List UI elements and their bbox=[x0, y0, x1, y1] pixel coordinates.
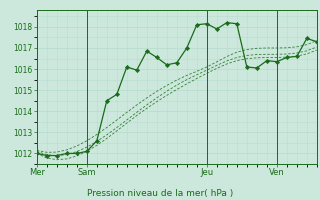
Text: Pression niveau de la mer( hPa ): Pression niveau de la mer( hPa ) bbox=[87, 189, 233, 198]
